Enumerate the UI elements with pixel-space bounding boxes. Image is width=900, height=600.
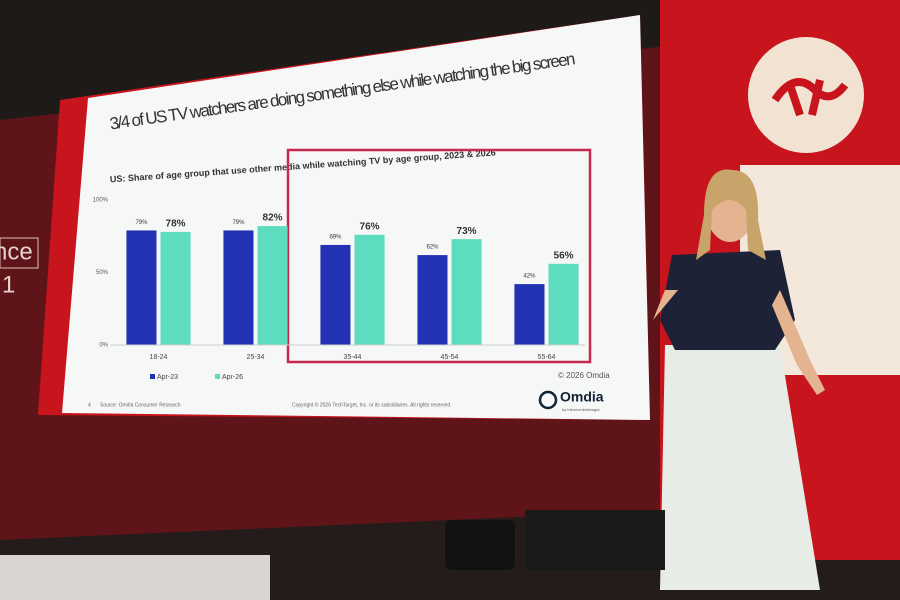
stage-edge [0, 555, 270, 600]
value-label: 76% [360, 221, 380, 232]
y-tick-label: 0% [99, 343, 108, 349]
x-tick-label: 35-44 [344, 354, 362, 361]
slide [62, 15, 650, 420]
y-tick-label: 50% [96, 270, 109, 276]
y-tick-label: 100% [93, 198, 109, 204]
x-tick-label: 55-64 [538, 354, 556, 361]
value-label: 69% [329, 235, 342, 241]
ibc-logo [748, 37, 864, 153]
bar [160, 231, 191, 345]
bar [354, 234, 385, 345]
x-tick-label: 18-24 [150, 354, 168, 361]
wall-text: nce [0, 238, 33, 265]
highlight-box [286, 148, 592, 364]
hand [653, 290, 678, 320]
legend-label: Apr-23 [157, 374, 178, 381]
slide-logo [70, 114, 78, 124]
omdia-tagline: by informa techtarget [562, 407, 600, 412]
monitor-speaker [445, 520, 515, 570]
x-tick-label: 45-54 [441, 354, 459, 361]
x-tick-label: 25-34 [247, 354, 265, 361]
credit: © 2026 Omdia [558, 371, 610, 380]
page-number: 4 [88, 402, 91, 408]
wall-sign [0, 237, 39, 269]
bar [223, 230, 254, 345]
ibc-logo-mark [771, 78, 849, 117]
value-label: 79% [135, 220, 148, 226]
wall-text: 1 [2, 271, 15, 298]
omdia-icon [538, 390, 558, 410]
source: Source: Omdia Consumer Research [100, 402, 181, 408]
bar [257, 226, 288, 345]
bar [548, 263, 579, 345]
bar [320, 244, 351, 345]
jacket [660, 250, 795, 350]
value-label: 79% [232, 220, 245, 226]
presenter [653, 169, 825, 590]
value-label: 56% [554, 250, 574, 261]
arm [772, 290, 825, 395]
legend-swatch [215, 374, 220, 379]
skirt [660, 345, 820, 590]
bar [514, 284, 545, 345]
stage-box [525, 510, 665, 570]
hair [696, 169, 766, 260]
bar [417, 255, 448, 345]
value-label: 42% [523, 274, 536, 280]
copyright: Copyright © 2026 TechTarget, Inc. or its… [292, 401, 452, 408]
value-label: 82% [263, 213, 283, 224]
value-label: 73% [457, 226, 477, 237]
bar [451, 239, 482, 345]
omdia-logo: Omdia [560, 389, 604, 405]
value-label: 62% [426, 245, 439, 251]
legend-swatch [150, 374, 155, 379]
value-label: 78% [166, 219, 186, 230]
legend-label: Apr-26 [222, 374, 243, 381]
bar [126, 230, 157, 345]
